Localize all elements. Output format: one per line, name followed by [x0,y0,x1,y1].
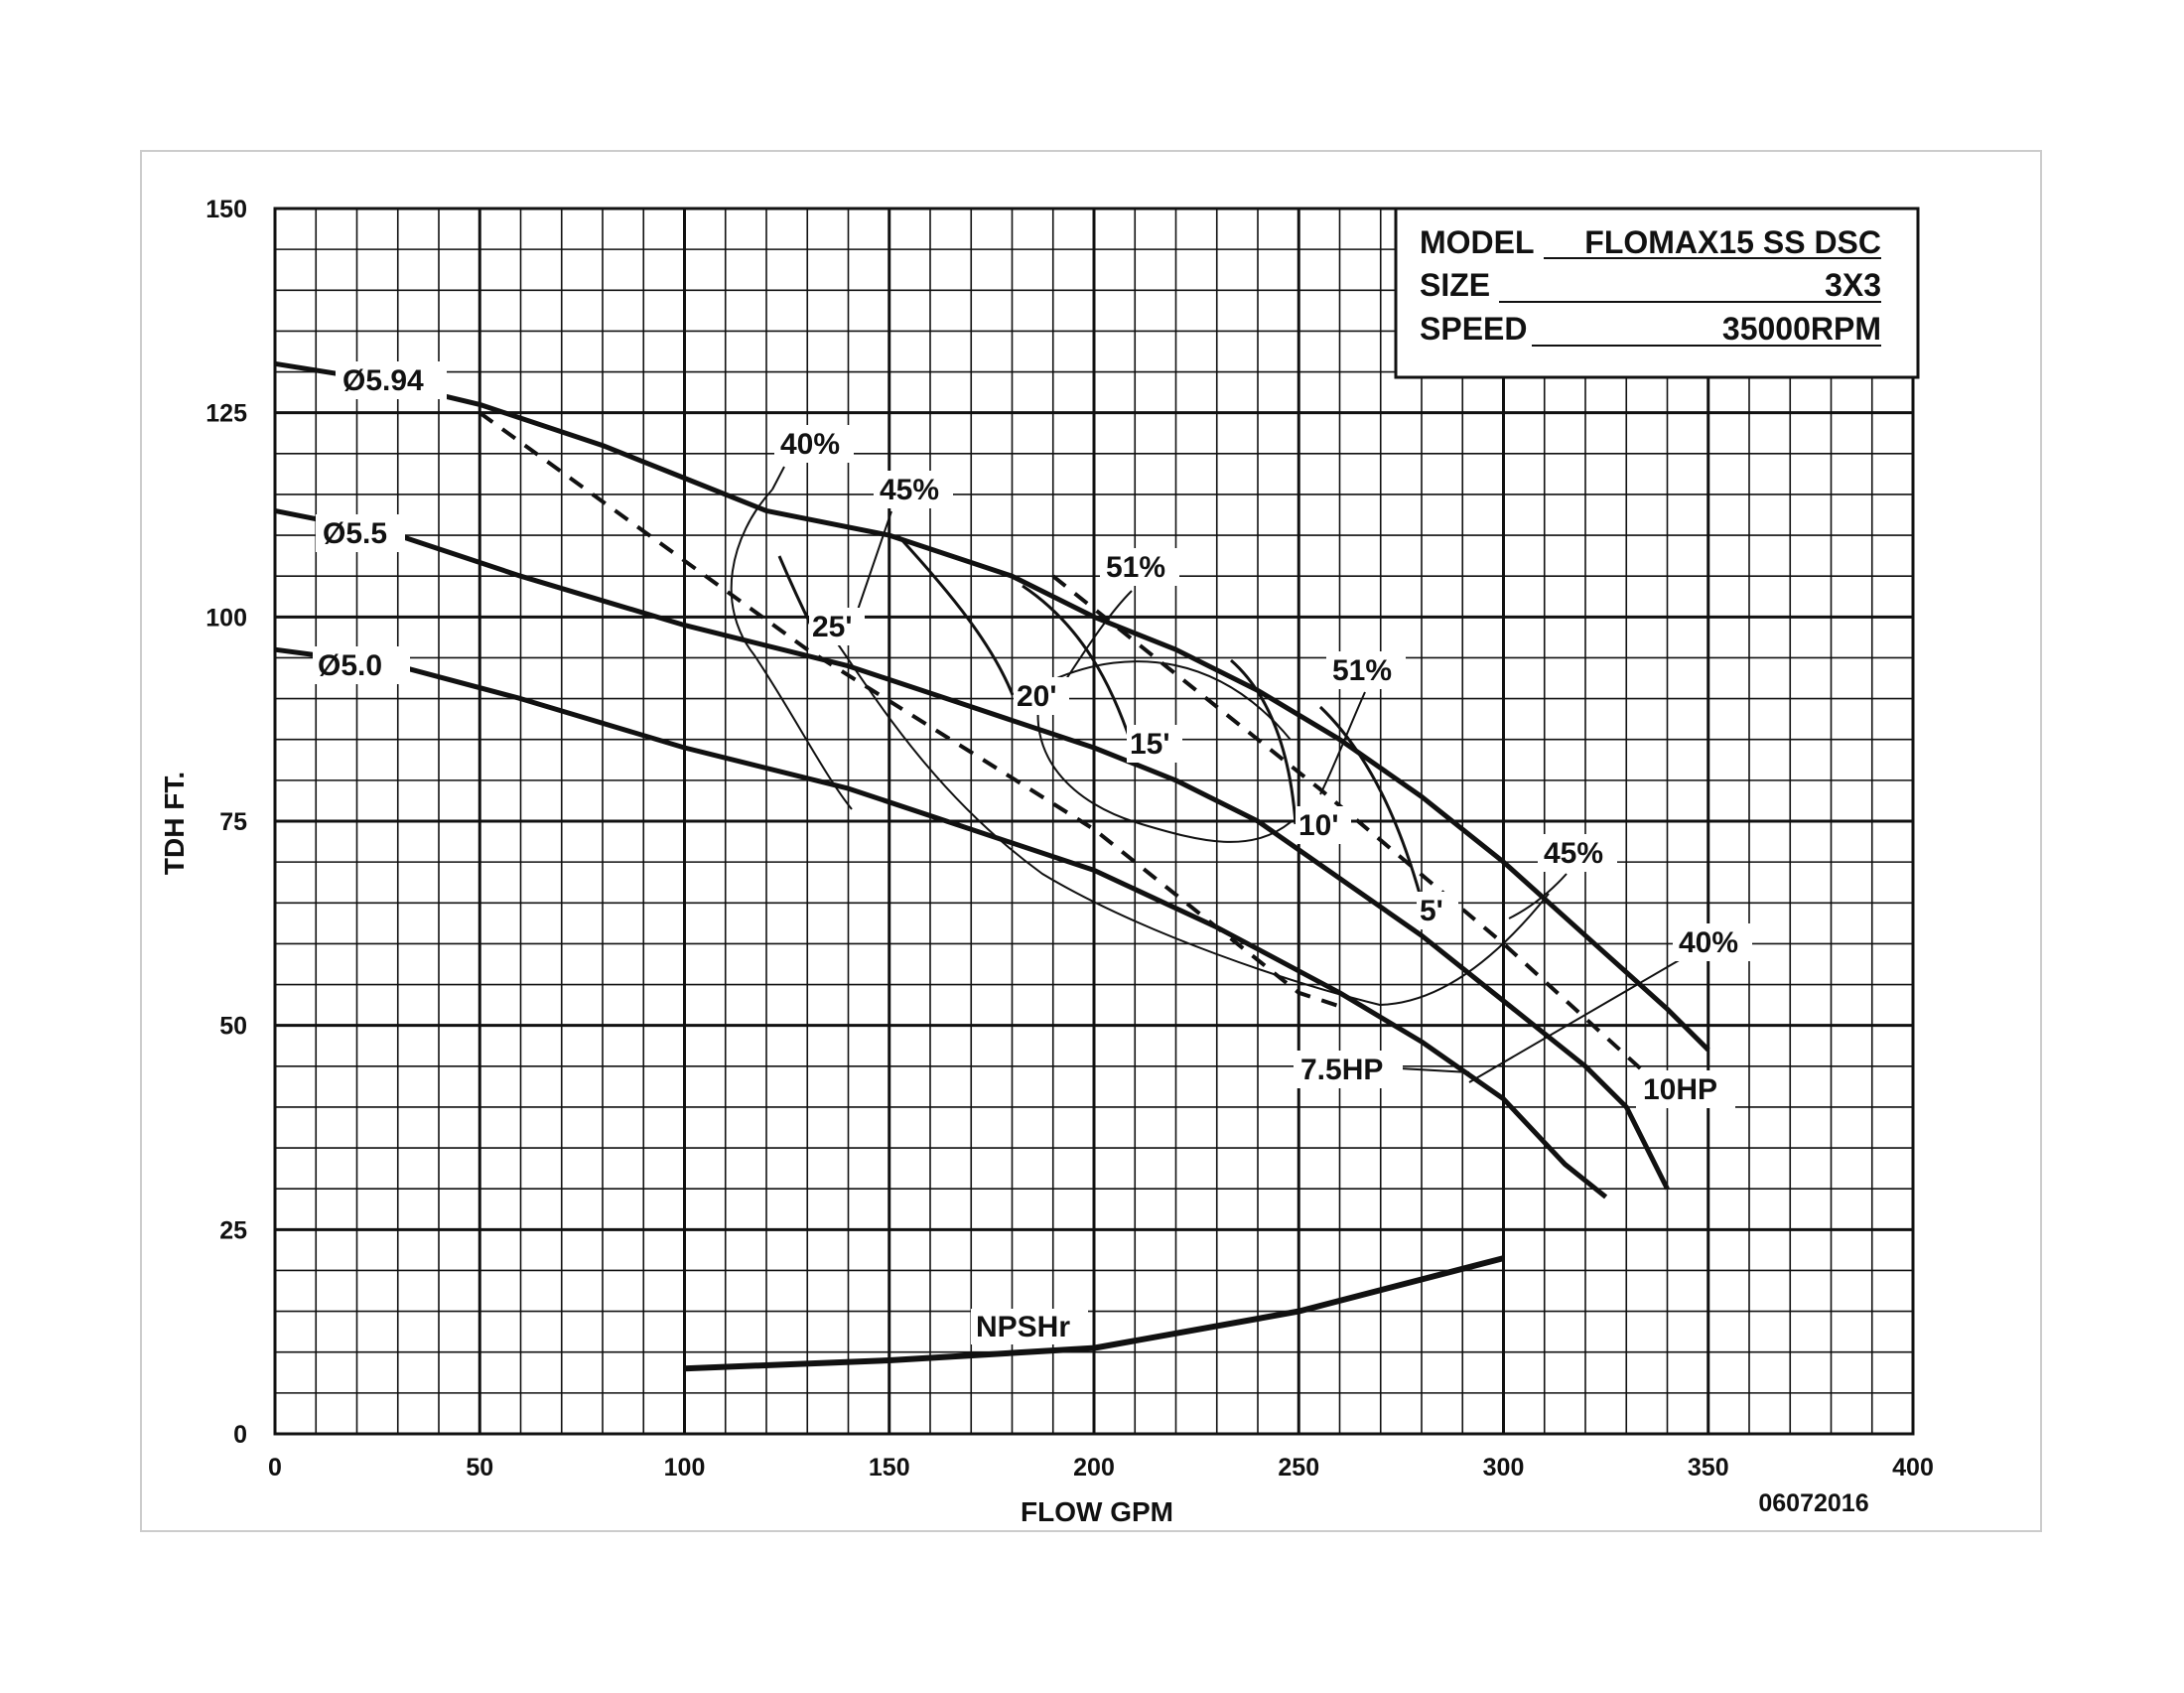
grid-layer [273,207,1915,1436]
npsh-iso-20 [896,534,1015,696]
y-tick-label: 75 [219,808,247,836]
model-label: MODEL [1420,224,1535,260]
size-label: SIZE [1420,267,1490,303]
npshr-curve [684,1255,1505,1372]
eff-label-51-b: 51% [1332,654,1392,687]
impeller-label-55: Ø5.5 [323,517,387,550]
y-axis-title: TDH FT. [159,772,190,875]
eff-label-45-bottom: 45% [1544,837,1603,870]
x-tick-label: 50 [466,1454,493,1481]
npsh-label-5: 5' [1420,895,1443,927]
impeller-curve-2 [274,646,1608,1199]
y-tick-label: 150 [205,196,247,223]
leader-40-bottom [1468,954,1689,1083]
eff-label-40-bottom: 40% [1679,926,1738,959]
plot-frame [273,207,1915,1436]
hp-label-10: 10HP [1643,1073,1717,1106]
npsh-label-20: 20' [1017,680,1057,713]
efficiency-contour-51 [1036,684,1292,843]
y-tick-label: 125 [205,400,247,428]
npsh-label-15: 15' [1130,728,1170,761]
impeller-curve-1 [274,507,1670,1191]
leader-45-top [855,510,892,617]
x-axis-title: FLOW GPM [1021,1496,1173,1527]
impeller-label-594: Ø5.94 [342,364,424,397]
leader-45-bottom [1508,873,1568,919]
leader-75hp [1399,1067,1470,1073]
npsh-iso-15 [1022,584,1134,746]
efficiency-contour-45 [831,635,1550,1007]
hp-line-1 [1051,574,1649,1076]
x-tick-label: 100 [664,1454,706,1481]
eff-label-40-top: 40% [780,428,840,461]
efficiency-contour-40 [730,489,853,810]
speed-label: SPEED [1420,311,1527,347]
footer-code: 06072016 [1758,1489,1868,1517]
npsh-label-25: 25' [812,611,853,643]
speed-value: 35000RPM [1722,311,1881,347]
curve-labels: Ø5.94 Ø5.5 Ø5.0 NPSHr 7.5HP 10HP 40% 45%… [313,361,1752,1344]
y-tick-label: 50 [219,1013,247,1041]
curve-layer [274,360,1710,1372]
info-box: MODEL FLOMAX15 SS DSC SIZE 3X3 SPEED 350… [1394,207,1920,379]
npsh-label-10: 10' [1298,809,1339,842]
eff-label-51-a: 51% [1106,551,1165,584]
x-tick-label: 350 [1688,1454,1729,1481]
page-frame [140,150,2042,1532]
impeller-curve-0 [274,360,1710,1053]
size-value: 3X3 [1825,267,1881,303]
model-value: FLOMAX15 SS DSC [1584,224,1881,260]
x-tick-label: 200 [1073,1454,1115,1481]
efficiency-contour-45-inner [1051,660,1292,741]
x-tick-label: 150 [869,1454,910,1481]
leader-40-top [771,466,785,491]
npsh-iso-5 [1318,705,1422,895]
y-tick-label: 25 [219,1216,247,1244]
y-tick-label: 0 [233,1421,247,1449]
x-tick-label: 250 [1278,1454,1319,1481]
impeller-label-50: Ø5.0 [318,649,382,682]
y-tick-label: 100 [205,604,247,632]
info-box-frame [1394,207,1920,379]
x-tick-label: 0 [268,1454,282,1481]
eff-label-45-top: 45% [880,474,939,506]
leader-51-a [1061,590,1133,686]
x-tick-label: 300 [1483,1454,1525,1481]
x-tick-label: 400 [1892,1454,1934,1481]
tick-layer: 0 50 100 150 200 250 300 350 400 0 25 50 75 100 125 150 [205,196,1934,1481]
npshr-label: NPSHr [976,1311,1070,1343]
hp-label-75: 7.5HP [1300,1054,1383,1086]
npsh-iso-10 [1230,658,1297,825]
